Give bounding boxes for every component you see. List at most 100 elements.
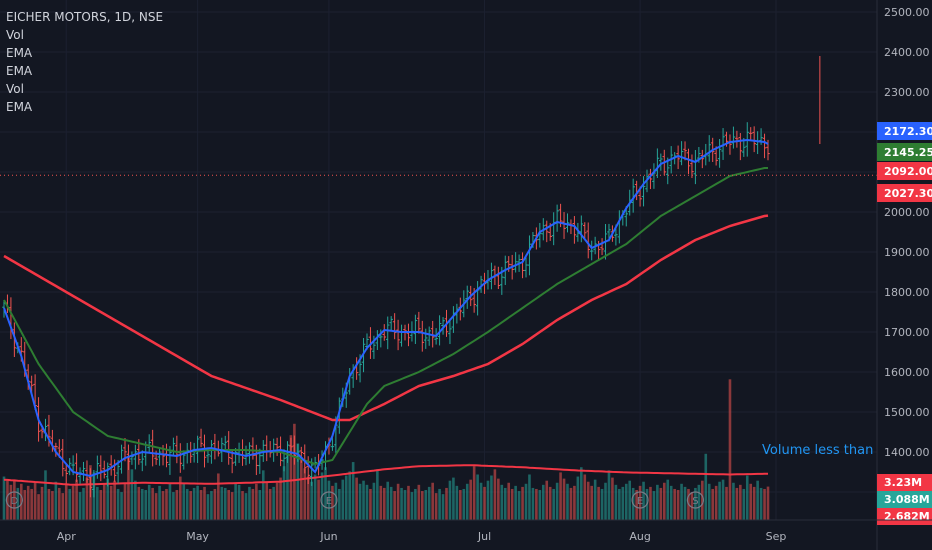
volume-bar — [749, 483, 753, 520]
volume-bar — [282, 466, 286, 520]
volume-bar — [752, 486, 756, 520]
volume-bar — [261, 470, 265, 520]
volume-bar — [517, 491, 521, 520]
volume-bar — [241, 491, 244, 520]
volume-bar — [510, 488, 514, 520]
ema-slow-line — [3, 214, 769, 422]
price-axis[interactable]: 2500.002400.002300.002200.002100.002000.… — [876, 0, 932, 550]
volume-bar — [158, 485, 161, 520]
volume-bar — [476, 474, 479, 520]
indicator-ema[interactable]: EMA — [6, 46, 33, 60]
price-label-box — [877, 162, 932, 180]
indicator-ema[interactable]: EMA — [6, 100, 33, 114]
volume-bar — [580, 467, 583, 520]
time-axis[interactable]: Apr May Jun Jul Aug Sep — [0, 519, 932, 543]
volume-bar — [78, 492, 82, 520]
symbol-title[interactable]: EICHER MOTORS, 1D, NSE — [6, 10, 164, 24]
volume-ma-path — [3, 464, 769, 486]
volume-bar — [431, 482, 434, 520]
volume-bar — [690, 492, 694, 520]
volume-bar — [735, 487, 739, 520]
volume-bar — [604, 482, 607, 520]
indicator-ema[interactable]: EMA — [6, 64, 33, 78]
volume-bar — [666, 479, 670, 520]
volume-bar — [400, 487, 403, 520]
volume-bar — [745, 475, 749, 520]
volume-bar — [628, 480, 632, 520]
volume-bar — [669, 485, 673, 520]
volume-bar — [552, 488, 555, 520]
ema-lines — [3, 138, 769, 478]
price-tick-label: 2300.00 — [884, 86, 930, 99]
volume-bar — [120, 492, 123, 520]
volume-bar — [313, 474, 317, 520]
volume-bar — [2, 476, 6, 520]
volume-bar — [469, 479, 472, 520]
volume-bar — [479, 482, 483, 520]
indicator-vol[interactable]: Vol — [6, 28, 24, 42]
volume-bar — [331, 485, 334, 520]
volume-bar — [503, 487, 507, 520]
volume-bar — [6, 480, 9, 520]
volume-bar — [732, 482, 735, 520]
volume-bar — [127, 455, 130, 520]
price-label-text: 2092.00 — [884, 165, 932, 178]
volume-label-box — [877, 474, 932, 491]
volume-bar — [465, 483, 469, 520]
volume-bar — [490, 475, 493, 520]
volume-bar — [172, 492, 175, 520]
event-marker-label: S — [692, 496, 698, 507]
volume-bar — [293, 423, 296, 520]
volume-bar — [185, 488, 189, 520]
volume-bar — [417, 484, 421, 520]
volume-bar — [607, 470, 611, 520]
volume-ma-line — [3, 464, 769, 486]
volume-bar — [26, 485, 30, 520]
volume-bar — [362, 480, 365, 520]
volume-bar — [147, 484, 151, 520]
volume-bar — [659, 487, 663, 520]
volume-bar — [593, 479, 597, 520]
volume-label-box — [877, 491, 932, 508]
volume-bar — [483, 486, 486, 520]
volume-bar — [614, 484, 618, 520]
volume-bar — [203, 486, 206, 520]
volume-bar — [244, 493, 248, 520]
volume-bar — [455, 485, 459, 520]
volume-bar — [251, 488, 255, 520]
volume-bar — [472, 466, 476, 520]
volume-bar — [649, 486, 652, 520]
volume-bar — [9, 484, 13, 520]
volume-bar — [151, 487, 154, 520]
indicator-vol[interactable]: Vol — [6, 82, 24, 96]
volume-bar — [635, 490, 638, 520]
volume-label-text: 3.088M — [884, 493, 930, 506]
volume-bar — [275, 482, 279, 520]
event-marker-label: D — [11, 496, 19, 507]
volume-bar — [676, 490, 680, 520]
volume-bar — [420, 491, 424, 520]
volume-bar — [272, 486, 275, 520]
volume-bar — [303, 468, 307, 520]
event-marker-circle — [631, 491, 649, 509]
volume-bar — [234, 482, 237, 520]
volume-bar — [248, 486, 251, 520]
volume-bar — [355, 477, 358, 520]
volume-bar — [441, 494, 445, 520]
volume-bar — [548, 486, 552, 520]
volume-bar — [61, 493, 65, 520]
volume-bar — [40, 486, 44, 520]
time-tick-label: Apr — [57, 530, 77, 543]
volume-bar — [109, 485, 113, 520]
volume-bar — [230, 492, 234, 520]
volume-bar — [621, 486, 625, 520]
volume-bar — [638, 485, 642, 520]
volume-bar — [286, 451, 289, 520]
volume-bar — [573, 485, 576, 520]
volume-bar — [555, 482, 559, 520]
volume-bar — [199, 490, 203, 520]
volume-bar — [497, 478, 500, 520]
volume-bar — [19, 483, 23, 520]
